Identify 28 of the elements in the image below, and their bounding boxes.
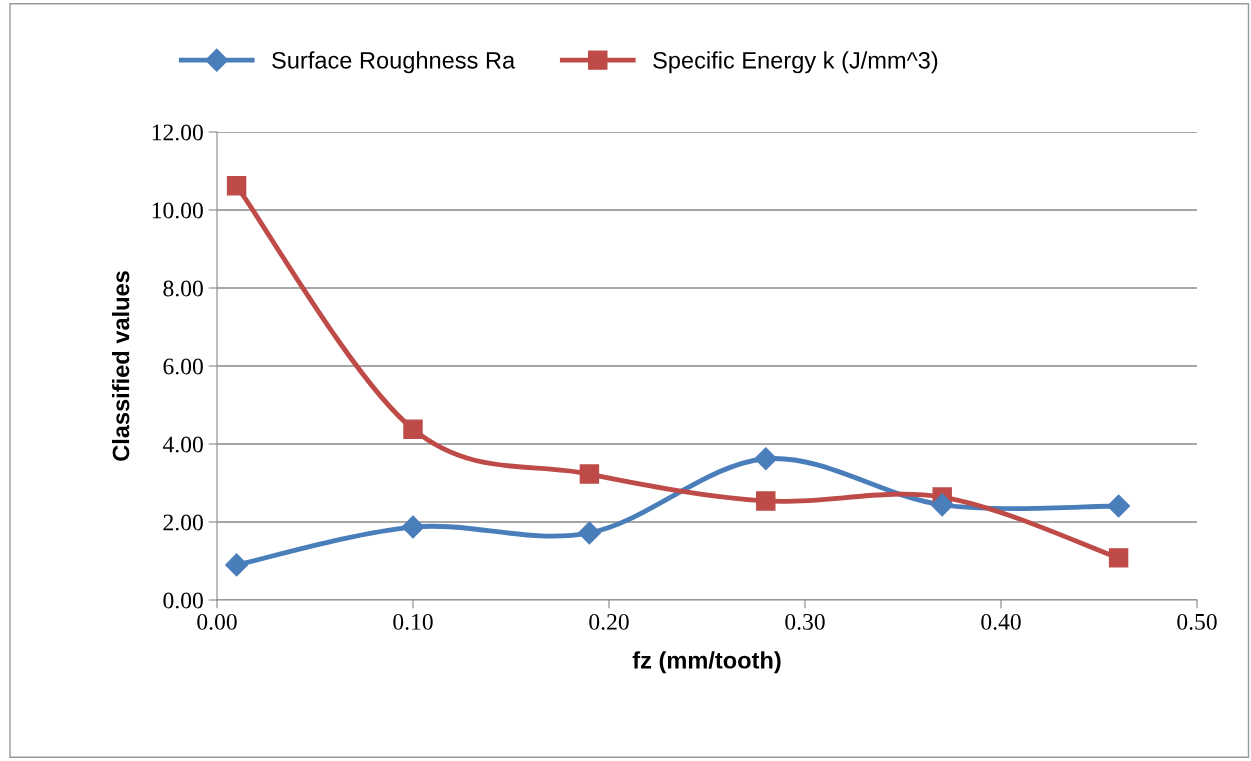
point xyxy=(577,521,601,545)
y-tick-label: 0.00 xyxy=(163,592,203,609)
point xyxy=(226,176,247,196)
x-tick-label: 0.30 xyxy=(785,613,825,630)
x-tick-label: 0.10 xyxy=(393,613,433,630)
point xyxy=(403,419,423,439)
x-axis-title: fz (mm/tooth) xyxy=(632,651,781,674)
legend-label: Surface Roughness Ra xyxy=(272,51,516,74)
x-tick-label: 0.50 xyxy=(1177,613,1217,630)
x-tick-label: 0.40 xyxy=(981,613,1021,630)
point xyxy=(1107,494,1131,518)
y-tick-label: 12.00 xyxy=(152,124,203,141)
point xyxy=(225,553,249,577)
y-tick-label: 6.00 xyxy=(163,358,203,375)
point xyxy=(1108,548,1129,568)
point xyxy=(579,464,600,484)
x-tick-label: 0.20 xyxy=(589,613,629,630)
legend-label: Specific Energy k (J/mm^3) xyxy=(653,51,938,74)
y-tick-label: 8.00 xyxy=(163,280,203,297)
y-tick-label: 10.00 xyxy=(152,202,203,219)
y-axis-title: Classified values xyxy=(112,271,130,461)
point xyxy=(401,515,425,539)
point xyxy=(754,447,778,471)
point xyxy=(756,491,776,511)
point xyxy=(930,493,954,517)
x-tick-label: 0.00 xyxy=(197,613,237,630)
y-tick-label: 2.00 xyxy=(163,514,203,531)
y-tick-label: 4.00 xyxy=(162,436,203,453)
